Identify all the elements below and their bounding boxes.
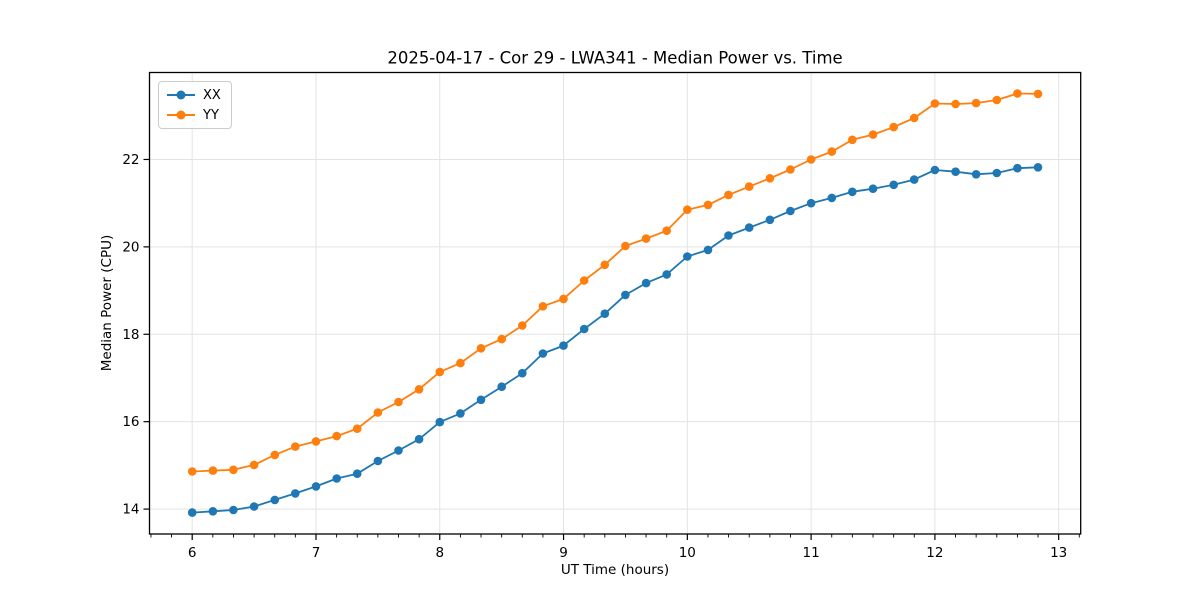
x-tick-label: 12 xyxy=(926,545,943,561)
x-tick-label: 11 xyxy=(803,545,820,561)
y-tick-label: 16 xyxy=(122,414,139,430)
x-tick-label: 6 xyxy=(188,545,197,561)
x-tick-label: 13 xyxy=(1050,545,1067,561)
legend-item-xx: XX xyxy=(166,86,221,104)
legend-marker-yy xyxy=(167,110,195,120)
x-tick-label: 9 xyxy=(559,545,568,561)
x-axis-label: UT Time (hours) xyxy=(560,562,670,578)
y-tick-label: 22 xyxy=(122,152,139,168)
x-tick-label: 8 xyxy=(435,545,444,561)
legend-item-yy: YY xyxy=(166,106,221,124)
axes-spines xyxy=(148,71,1082,535)
y-tick-label: 20 xyxy=(122,239,139,255)
series-yy xyxy=(187,89,1043,476)
legend-label-xx: XX xyxy=(203,87,221,103)
legend-label-yy: YY xyxy=(203,107,219,123)
gridlines xyxy=(149,72,1081,534)
legend: XX YY xyxy=(158,81,232,129)
series-xx xyxy=(187,163,1043,517)
y-axis-label: Median Power (CPU) xyxy=(99,234,115,372)
x-tick-label: 10 xyxy=(679,545,696,561)
legend-marker-xx xyxy=(167,90,195,100)
y-tick-label: 18 xyxy=(122,327,139,343)
x-tick-label: 7 xyxy=(312,545,321,561)
chart-title: 2025-04-17 - Cor 29 - LWA341 - Median Po… xyxy=(387,48,843,68)
y-tick-label: 14 xyxy=(122,502,139,518)
y-axis-ticks: 14 16 18 20 22 xyxy=(122,152,150,518)
x-axis-ticks: 6 7 8 9 10 11 12 13 xyxy=(150,534,1080,561)
